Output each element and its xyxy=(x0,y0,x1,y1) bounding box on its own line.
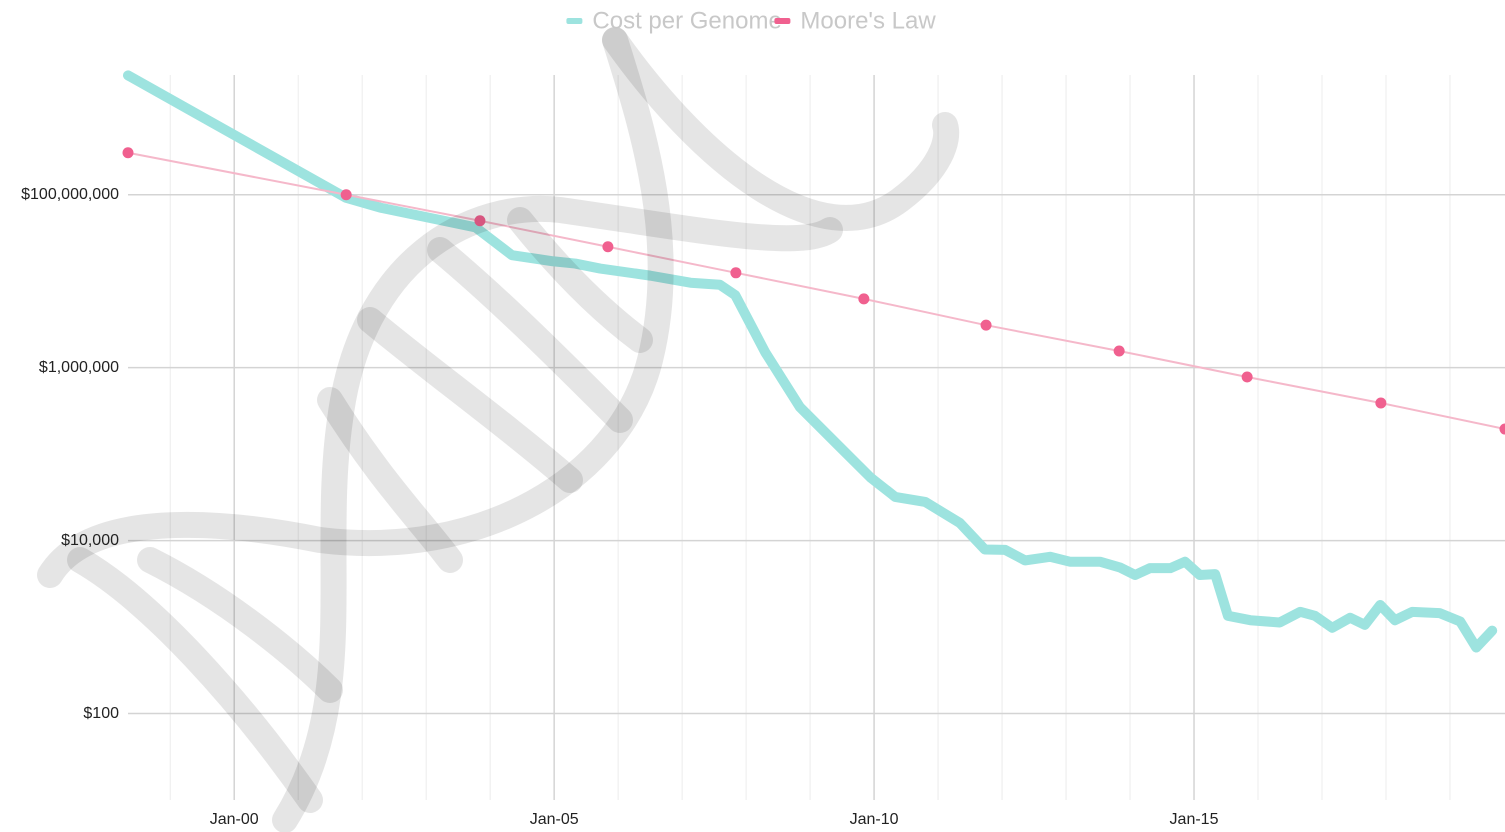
legend: Cost per Genome Moore's Law xyxy=(566,7,936,34)
point xyxy=(980,319,992,331)
legend-label: Moore's Law xyxy=(800,7,936,34)
point xyxy=(122,147,134,159)
y-tick-label: $100 xyxy=(83,705,119,722)
point xyxy=(602,241,614,253)
point xyxy=(858,293,870,305)
x-tick-label: Jan-10 xyxy=(850,811,899,828)
x-tick-label: Jan-00 xyxy=(210,811,259,828)
grid xyxy=(128,75,1505,800)
y-tick-label: $10,000 xyxy=(61,532,119,549)
x-tick-label: Jan-05 xyxy=(530,811,579,828)
point xyxy=(474,215,486,227)
dna-watermark xyxy=(37,27,960,832)
legend-swatch xyxy=(774,18,791,24)
point xyxy=(340,189,352,201)
y-tick-label: $100,000,000 xyxy=(21,186,119,203)
point xyxy=(1499,423,1505,435)
point xyxy=(730,267,742,279)
point xyxy=(1241,371,1253,383)
y-tick-label: $1,000,000 xyxy=(39,359,119,376)
point xyxy=(1113,345,1125,357)
point xyxy=(1375,397,1387,409)
plot xyxy=(122,70,1505,653)
legend-swatch xyxy=(566,18,583,24)
series-line xyxy=(123,70,1498,653)
legend-label: Cost per Genome xyxy=(592,7,781,34)
x-tick-label: Jan-15 xyxy=(1170,811,1219,828)
